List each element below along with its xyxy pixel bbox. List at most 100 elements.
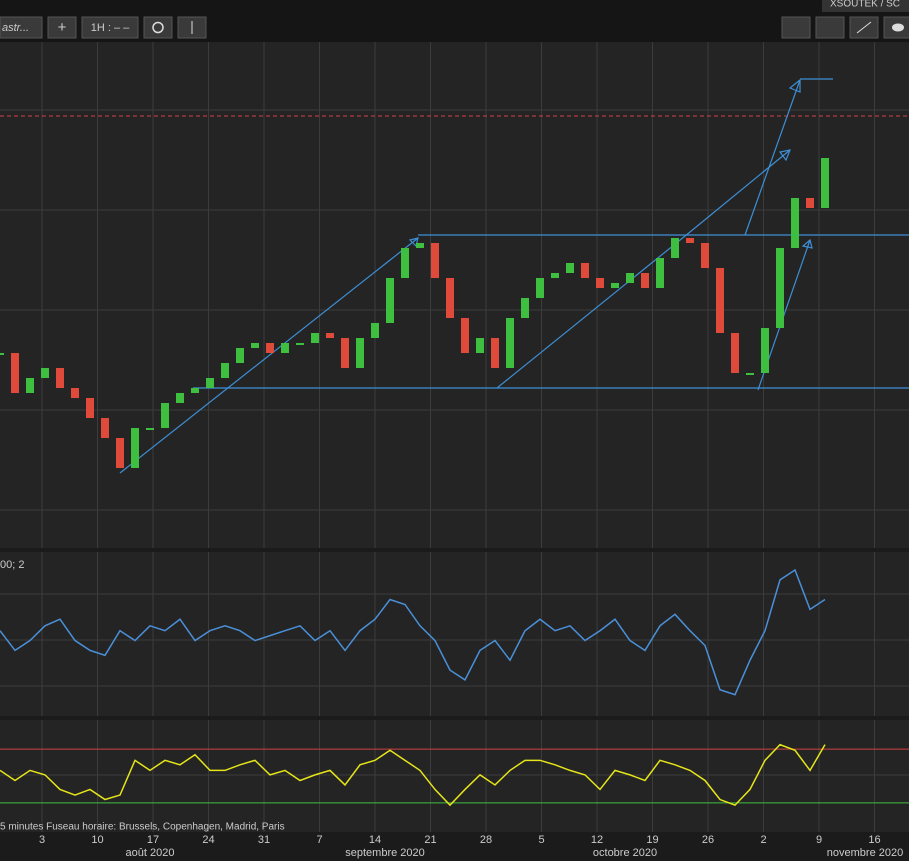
x-tick-label: 2 [760,834,766,846]
candle [311,333,319,343]
add-button[interactable] [47,16,77,39]
candle [131,428,139,468]
candle [521,298,529,318]
candle [191,388,199,393]
candle [11,353,19,393]
candle [281,343,289,353]
candle [821,158,829,208]
candle [791,198,799,248]
candle [761,328,769,373]
candle [626,273,634,283]
candle [716,268,724,333]
candle [806,198,814,208]
candle [581,263,589,278]
symbol-tab[interactable] [822,0,909,12]
eye-icon [892,23,904,32]
oscillator-panel [0,552,909,716]
candle [461,318,469,353]
candle [671,238,679,258]
candle [431,243,439,278]
candle [326,333,334,338]
candle [416,243,424,248]
candle [446,278,454,318]
candle [221,363,229,378]
month-label: octobre 2020 [593,847,657,859]
candle [251,343,259,348]
candle [731,333,739,373]
x-tick-label: 12 [591,834,603,846]
candle [206,378,214,388]
indicator-line [0,743,826,807]
candle [566,263,574,273]
candle [56,368,64,388]
candle [551,273,559,278]
candle [356,338,364,368]
candle [656,258,664,288]
drawings [119,78,909,474]
candle [341,338,349,368]
interval-label[interactable]: 1H : – – [91,22,130,34]
x-tick-label: 28 [480,834,492,846]
oscillator-label: 00; 2 [0,559,24,571]
add-label[interactable]: + [58,19,67,36]
candle [401,248,409,278]
candle [701,243,709,268]
time-axis [0,832,909,861]
x-tick-label: 9 [816,834,822,846]
x-tick-label: 17 [147,834,159,846]
candle [746,373,754,375]
candle [116,438,124,468]
indicator-button[interactable] [815,16,845,39]
candle [371,323,379,338]
candle [176,393,184,403]
candle [776,248,784,328]
candle [161,403,169,428]
x-tick-label: 19 [646,834,658,846]
footer-note: 5 minutes Fuseau horaire: Brussels, Cope… [0,822,285,833]
x-tick-label: 26 [702,834,714,846]
candle [596,278,604,288]
x-tick-label: 31 [258,834,270,846]
refresh-button[interactable] [143,16,173,39]
candle [0,353,4,355]
month-label: septembre 2020 [345,847,425,859]
candle-button[interactable] [781,16,811,39]
v-grid [41,42,875,832]
x-tick-label: 10 [91,834,103,846]
month-label: août 2020 [126,847,175,859]
x-tick-label: 24 [202,834,214,846]
candle [536,278,544,298]
search-text[interactable]: astr... [2,22,29,34]
x-tick-label: 21 [424,834,436,846]
x-tick-label: 7 [316,834,322,846]
candle [41,368,49,378]
candle [101,418,109,438]
indicator-line [0,568,826,696]
candle [296,343,304,345]
price-panel [0,42,909,548]
candle [386,278,394,323]
x-tick-label: 16 [868,834,880,846]
x-tick-label: 5 [538,834,544,846]
candle [476,338,484,353]
h-grid [0,109,909,776]
x-tick-label: 3 [39,834,45,846]
candle [266,343,274,353]
candle [641,273,649,288]
candle [611,283,619,288]
candle [506,318,514,368]
search-box[interactable] [0,16,43,39]
candle [146,428,154,430]
interval-button[interactable] [81,16,139,39]
symbol-text[interactable]: XSOUTEK / SC [830,0,900,10]
month-label: novembre 2020 [827,847,903,859]
rsi-panel [0,720,909,832]
candle [86,398,94,418]
candle [491,338,499,368]
candle [26,378,34,393]
candle [236,348,244,363]
draw-icon [856,21,872,34]
refresh-icon [152,21,164,34]
candle [71,388,79,398]
